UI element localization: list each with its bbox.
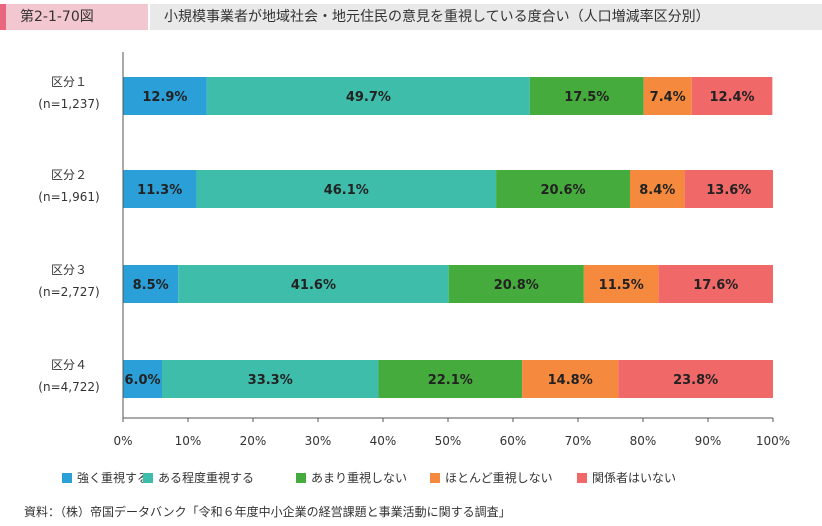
x-tick-label: 10% xyxy=(175,434,202,448)
x-tick-label: 20% xyxy=(240,434,267,448)
legend-item: ほとんど重視しない xyxy=(430,469,553,487)
bar-segment xyxy=(691,77,773,115)
bar-segment xyxy=(178,265,449,303)
category-label: 区分１ xyxy=(51,75,87,89)
legend-label: 強く重視する xyxy=(77,471,150,485)
bar-segment xyxy=(123,170,197,208)
x-tick-label: 60% xyxy=(500,434,527,448)
data-label: 23.8% xyxy=(673,373,718,388)
x-tick-label: 70% xyxy=(565,434,592,448)
legend-swatch xyxy=(62,473,72,483)
data-label: 14.8% xyxy=(548,373,593,388)
data-label: 8.4% xyxy=(639,183,675,198)
category-n-label: (n=2,727) xyxy=(38,285,99,299)
bar-segment xyxy=(196,170,497,208)
legend-swatch xyxy=(143,473,153,483)
bar-segment xyxy=(123,265,179,303)
data-label: 11.5% xyxy=(599,278,644,293)
legend-swatch xyxy=(430,473,440,483)
bar-segment xyxy=(123,360,162,398)
bar-segment xyxy=(448,265,584,303)
figure-header: 第2-1-70図 小規模事業者が地域社会・地元住民の意見を重視している度合い（人… xyxy=(0,0,822,34)
bar-segment xyxy=(206,77,530,115)
data-label: 8.5% xyxy=(133,278,169,293)
data-label: 12.9% xyxy=(142,90,187,105)
bar-segment xyxy=(618,360,773,398)
category-n-label: (n=4,722) xyxy=(38,380,99,394)
legend-label: 関係者はいない xyxy=(592,471,677,485)
category-n-label: (n=1,961) xyxy=(38,190,99,204)
data-label: 12.4% xyxy=(709,90,754,105)
x-tick-label: 100% xyxy=(756,434,790,448)
legend-swatch xyxy=(577,473,587,483)
legend-label: ある程度重視する xyxy=(158,471,255,485)
legend-item: あまり重視しない xyxy=(296,469,407,487)
legend-item: ある程度重視する xyxy=(143,469,254,487)
legend-label: ほとんど重視しない xyxy=(445,471,553,485)
legend-swatch xyxy=(296,473,306,483)
data-label: 17.6% xyxy=(693,278,738,293)
x-tick-label: 40% xyxy=(370,434,397,448)
data-label: 13.6% xyxy=(706,183,751,198)
data-label: 17.5% xyxy=(564,90,609,105)
x-tick-label: 80% xyxy=(630,434,657,448)
bar-segment xyxy=(378,360,523,398)
category-label: 区分２ xyxy=(51,168,87,182)
bar-segment xyxy=(630,170,685,208)
data-label: 33.3% xyxy=(248,373,293,388)
data-label: 41.6% xyxy=(291,278,336,293)
bar-segment xyxy=(162,360,379,398)
bar-segment xyxy=(522,360,619,398)
data-label: 20.6% xyxy=(540,183,585,198)
bar-segment xyxy=(496,170,630,208)
figure-title: 小規模事業者が地域社会・地元住民の意見を重視している度合い（人口増減率区分別） xyxy=(150,4,822,30)
x-tick-label: 30% xyxy=(305,434,332,448)
bar-segment xyxy=(123,77,207,115)
source-note: 資料：（株）帝国データバンク「令和６年度中小企業の経営課題と事業活動に関する調査… xyxy=(24,505,511,519)
data-label: 22.1% xyxy=(428,373,473,388)
bar-segment xyxy=(658,265,773,303)
chart-legend: 強く重視する ある程度重視する あまり重視しない ほとんど重視しない 関係者はいない xyxy=(62,469,802,487)
data-label: 49.7% xyxy=(346,90,391,105)
bar-segment xyxy=(684,170,773,208)
data-label: 11.3% xyxy=(137,183,182,198)
x-tick-label: 90% xyxy=(695,434,722,448)
category-label: 区分４ xyxy=(51,358,87,372)
figure-number: 第2-1-70図 xyxy=(0,4,148,30)
legend-label: あまり重視しない xyxy=(311,471,408,485)
data-label: 7.4% xyxy=(650,90,686,105)
x-tick-label: 0% xyxy=(113,434,132,448)
data-label: 20.8% xyxy=(494,278,539,293)
legend-item: 強く重視する xyxy=(62,469,149,487)
x-tick-label: 50% xyxy=(435,434,462,448)
bar-segment xyxy=(643,77,692,115)
category-n-label: (n=1,237) xyxy=(38,97,99,111)
legend-item: 関係者はいない xyxy=(577,469,676,487)
category-label: 区分３ xyxy=(51,263,87,277)
data-label: 46.1% xyxy=(324,183,369,198)
data-label: 6.0% xyxy=(124,373,160,388)
bar-segment xyxy=(529,77,644,115)
bar-segment xyxy=(583,265,659,303)
